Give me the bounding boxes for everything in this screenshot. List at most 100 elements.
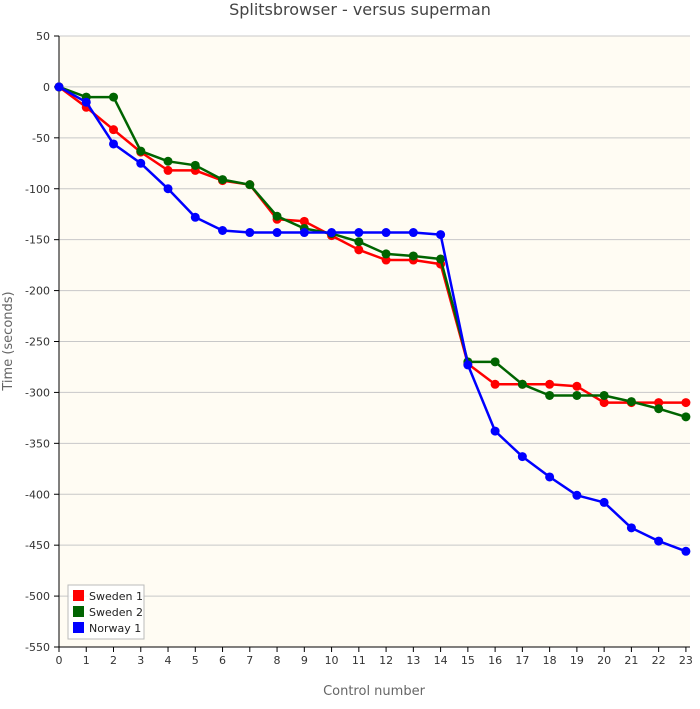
x-tick-label: 20: [597, 654, 611, 667]
data-point: [190, 212, 200, 222]
legend-swatch: [73, 590, 84, 601]
series-line: [58, 85, 687, 553]
data-point: [299, 228, 309, 238]
x-tick-label: 14: [434, 654, 448, 667]
data-point: [218, 226, 228, 236]
data-point: [81, 97, 91, 107]
data-point: [163, 165, 173, 175]
x-tick-label: 18: [543, 654, 557, 667]
y-axis-label: Time (seconds): [1, 291, 16, 391]
data-point: [245, 180, 255, 190]
legend-label: Sweden 1: [89, 590, 143, 603]
data-point: [599, 497, 609, 507]
gridlines: [59, 35, 690, 648]
data-point: [517, 452, 527, 462]
data-point: [408, 251, 418, 261]
data-point: [54, 82, 64, 92]
y-tick-label: 0: [43, 81, 50, 94]
data-point: [136, 146, 146, 156]
y-tick-label: -200: [25, 285, 50, 298]
data-point: [436, 230, 446, 240]
y-tick-label: -350: [25, 437, 50, 450]
y-tick-label: 50: [36, 30, 50, 43]
x-tick-label: 15: [461, 654, 475, 667]
data-point: [626, 397, 636, 407]
legend-label: Sweden 2: [89, 606, 143, 619]
data-point: [654, 404, 664, 414]
y-axis-ticks: 50 0 -50 -100 -150 -200 -250 -300 -350 -400 -450 -5…: [25, 30, 59, 654]
y-tick-label: -50: [32, 132, 50, 145]
data-point: [572, 390, 582, 400]
x-tick-label: 9: [301, 654, 308, 667]
y-tick-label: -550: [25, 641, 50, 654]
data-point: [163, 156, 173, 166]
y-tick-label: -500: [25, 590, 50, 603]
data-point: [490, 357, 500, 367]
series-line: [58, 85, 686, 404]
data-point: [626, 523, 636, 533]
x-tick-label: 11: [352, 654, 366, 667]
data-point: [272, 211, 282, 221]
legend: Sweden 1 Sweden 2 Norway 1: [67, 584, 145, 640]
data-point: [545, 472, 555, 482]
x-tick-label: 22: [652, 654, 666, 667]
x-tick-label: 1: [83, 654, 90, 667]
data-point: [163, 184, 173, 194]
data-point: [109, 125, 119, 135]
x-tick-label: 12: [379, 654, 393, 667]
data-point: [490, 379, 500, 389]
x-tick-label: 5: [192, 654, 199, 667]
data-point: [572, 490, 582, 500]
x-tick-label: 6: [219, 654, 226, 667]
data-point: [681, 546, 691, 556]
data-point: [327, 228, 337, 238]
data-point: [490, 426, 500, 436]
x-tick-label: 2: [110, 654, 117, 667]
y-tick-label: -400: [25, 488, 50, 501]
x-tick-label: 8: [274, 654, 281, 667]
data-point: [599, 390, 609, 400]
x-tick-label: 16: [488, 654, 502, 667]
chart-title: Splitsbrowser - versus superman: [229, 0, 491, 19]
series-layer: [54, 82, 691, 556]
data-point: [381, 249, 391, 259]
data-point: [381, 228, 391, 238]
data-point: [463, 360, 473, 370]
y-tick-label: -250: [25, 336, 50, 349]
data-point: [545, 379, 555, 389]
data-point: [408, 228, 418, 238]
data-point: [272, 228, 282, 238]
data-point: [190, 160, 200, 170]
data-point: [218, 175, 228, 185]
legend-swatch: [73, 606, 84, 617]
data-point: [109, 139, 119, 149]
y-tick-label: -450: [25, 539, 50, 552]
data-point: [572, 381, 582, 391]
x-tick-label: 17: [515, 654, 529, 667]
data-point: [436, 254, 446, 264]
data-point: [354, 237, 364, 247]
x-axis-label: Control number: [323, 684, 426, 699]
series-norway-1: [54, 82, 691, 556]
data-point: [136, 158, 146, 168]
data-point: [545, 390, 555, 400]
x-tick-label: 13: [406, 654, 420, 667]
data-point: [299, 216, 309, 226]
y-tick-label: -300: [25, 386, 50, 399]
x-tick-label: 19: [570, 654, 584, 667]
legend-swatch: [73, 622, 84, 633]
data-point: [517, 379, 527, 389]
data-point: [654, 536, 664, 546]
data-point: [681, 412, 691, 422]
x-tick-label: 3: [137, 654, 144, 667]
legend-label: Norway 1: [89, 622, 141, 635]
data-point: [109, 92, 119, 102]
x-tick-label: 7: [246, 654, 253, 667]
x-tick-label: 23: [679, 654, 693, 667]
data-point: [354, 228, 364, 238]
data-point: [599, 398, 609, 408]
data-point: [681, 398, 691, 408]
x-tick-label: 10: [325, 654, 339, 667]
